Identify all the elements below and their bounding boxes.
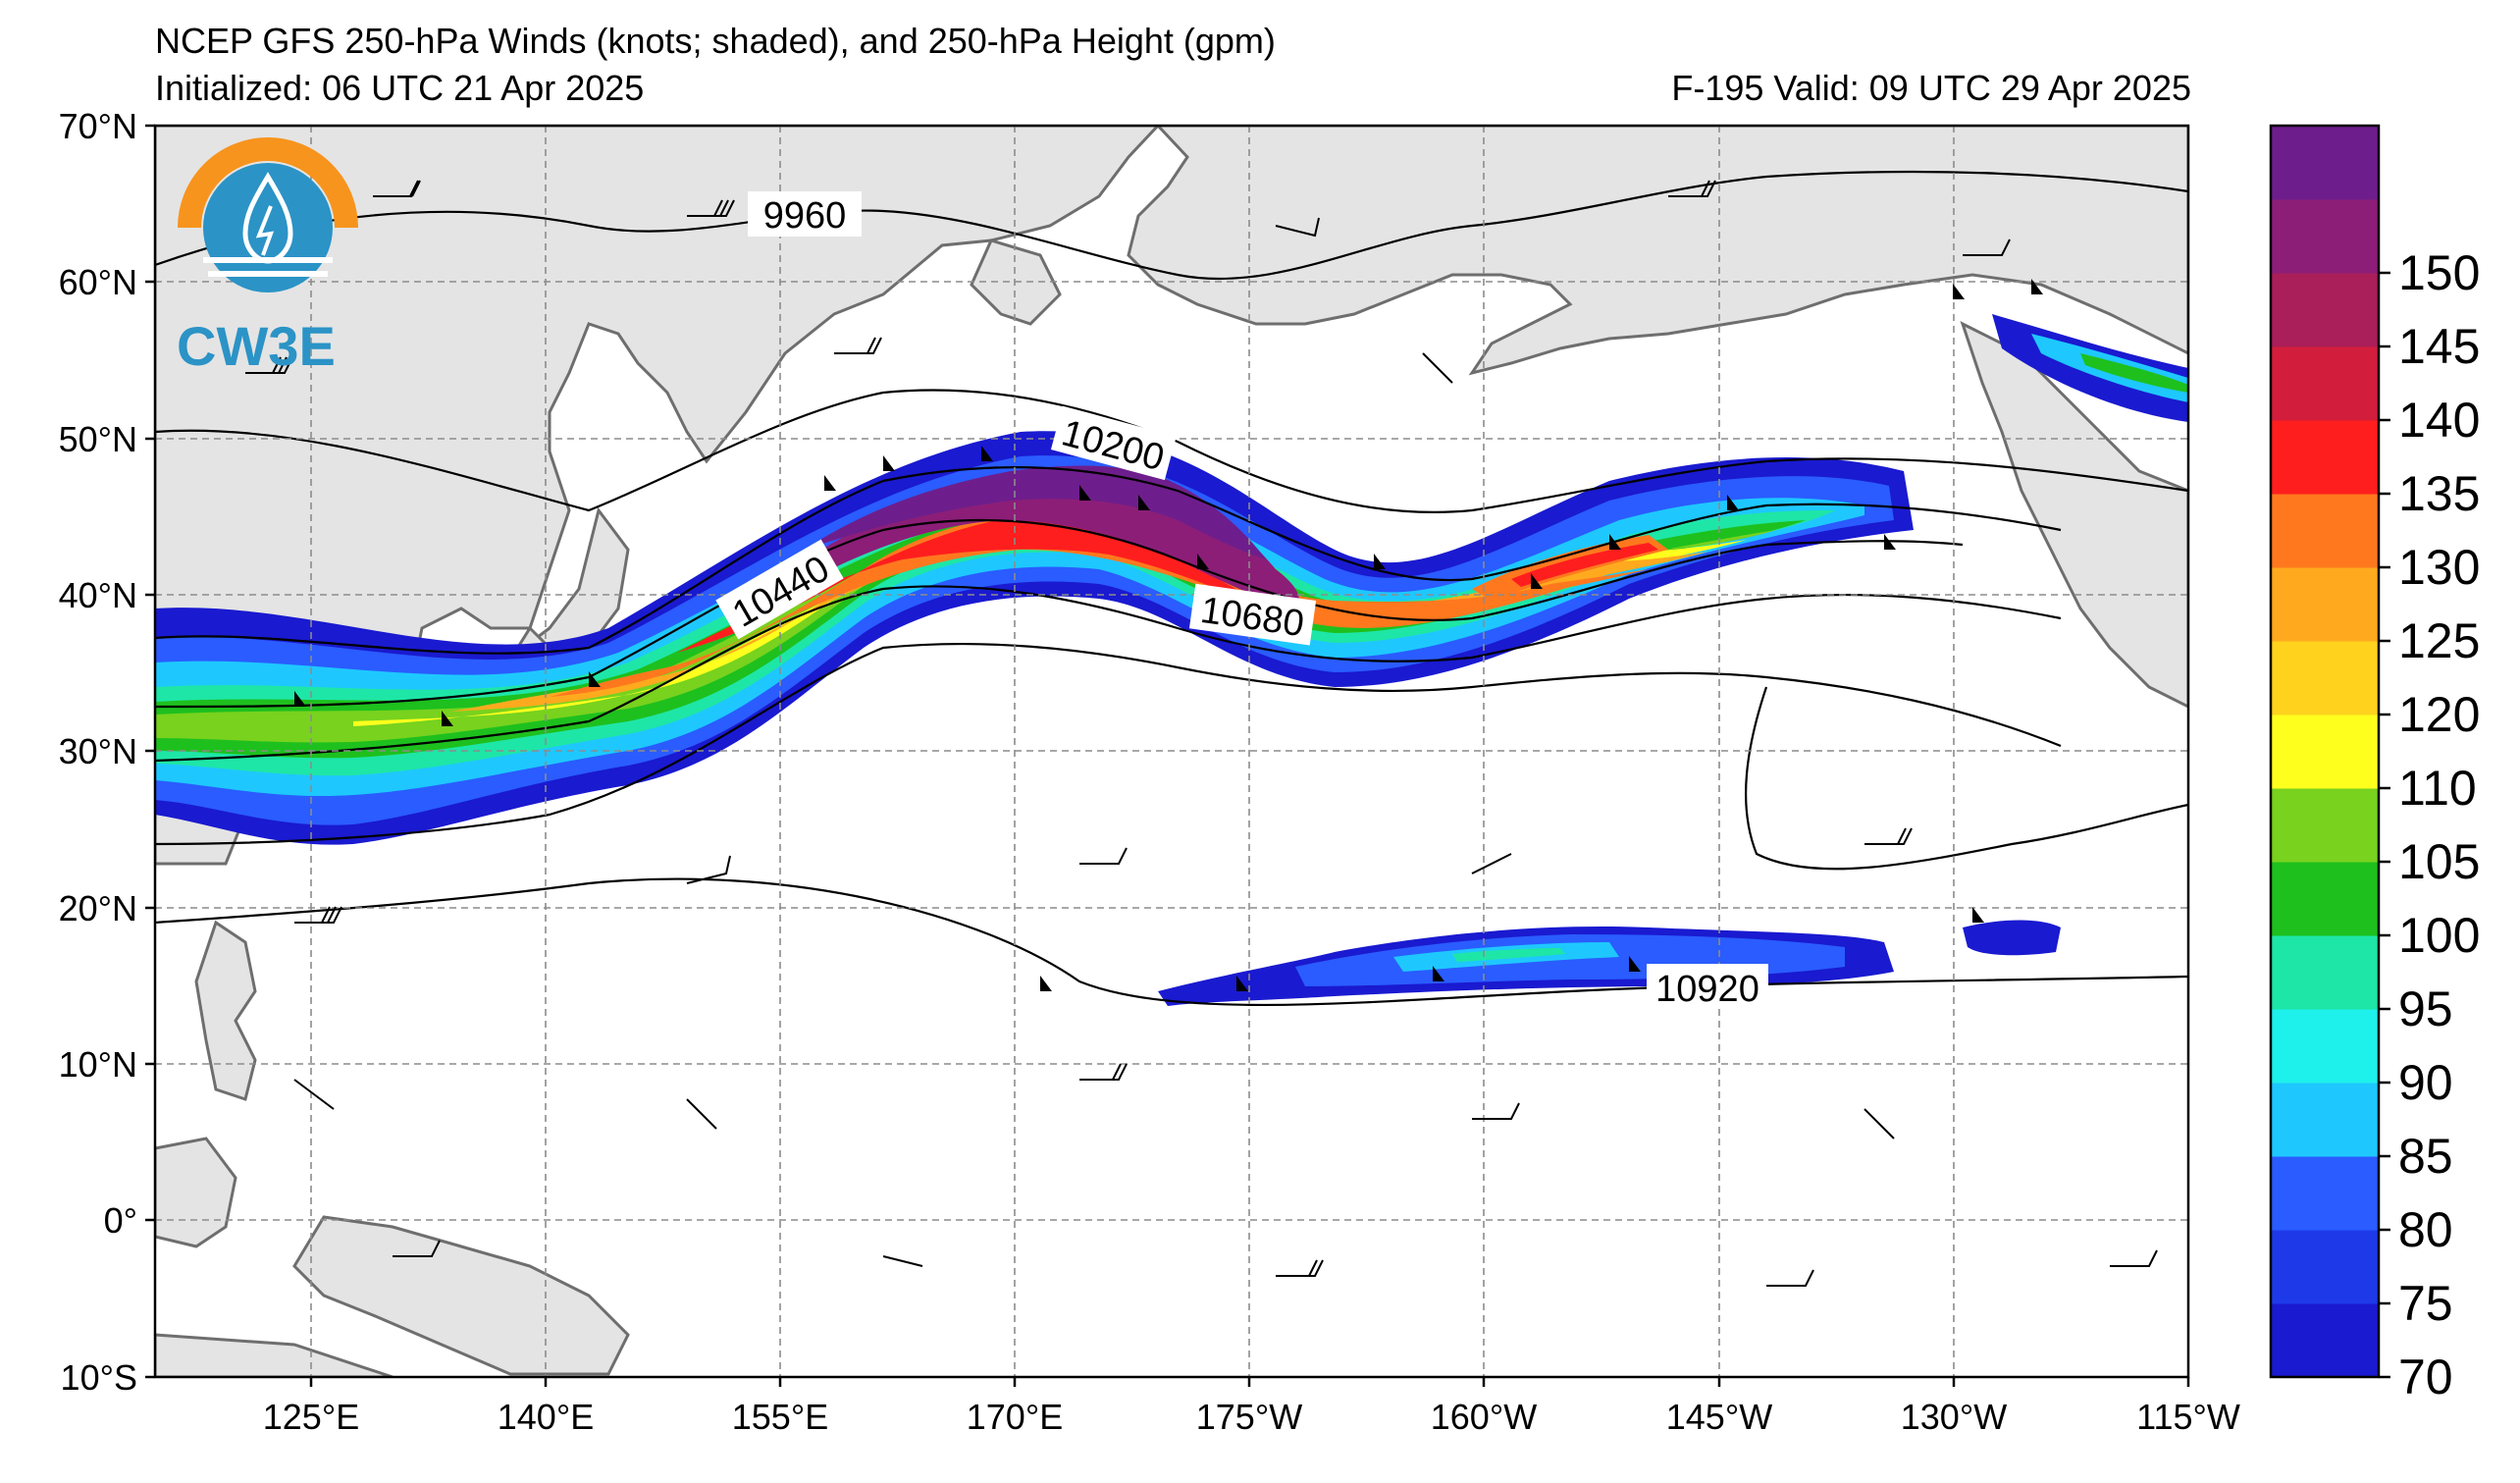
colorbar-cell	[2271, 273, 2379, 347]
lon-label: 115°W	[2136, 1397, 2240, 1437]
colorbar-cell	[2271, 420, 2379, 495]
colorbar-cell	[2271, 1230, 2379, 1304]
height-contours	[155, 170, 2188, 1007]
lon-label: 140°E	[498, 1397, 594, 1437]
colorbar-tick-label: 120	[2398, 687, 2480, 742]
colorbar-tick-label: 140	[2398, 393, 2480, 448]
lon-label: 130°W	[1901, 1397, 2007, 1437]
colorbar-tick-label: 135	[2398, 466, 2480, 521]
colorbar-cell	[2271, 494, 2379, 568]
colorbar-tick-label: 125	[2398, 613, 2480, 668]
land-new-guinea	[292, 1215, 630, 1376]
graticule	[155, 126, 2188, 1377]
wind-flags	[294, 279, 2043, 991]
colorbar-tick-label: 80	[2398, 1202, 2453, 1257]
land-alaska	[1127, 126, 2188, 376]
lat-label: 50°N	[59, 419, 137, 459]
lon-label: 145°W	[1666, 1397, 1772, 1437]
colorbar-cell	[2271, 1009, 2379, 1084]
colorbar-tick-label: 75	[2398, 1276, 2453, 1331]
lat-label: 30°N	[59, 731, 137, 771]
colorbar-tick-label: 90	[2398, 1055, 2453, 1110]
lat-label: 70°N	[59, 106, 137, 146]
colorbar-cell	[2271, 126, 2379, 200]
cw3e-logo: CW3E	[177, 137, 358, 377]
lat-labels: 70°N 60°N 50°N 40°N 30°N 20°N 10°N 0° 10…	[59, 106, 137, 1398]
logo-arc	[178, 137, 358, 229]
jet-gulf-alaska	[1992, 314, 2188, 422]
colorbar-cell	[2271, 788, 2379, 863]
colorbar-tick-label: 130	[2398, 540, 2480, 595]
logo-text: CW3E	[177, 315, 336, 377]
contour-label-9960: 9960	[763, 195, 847, 237]
colorbar-tick-label: 85	[2398, 1129, 2453, 1184]
contour-label-10920: 10920	[1655, 969, 1759, 1010]
logo-drop-icon	[242, 172, 293, 264]
lat-label: 10°N	[59, 1044, 137, 1085]
lon-label: 125°E	[263, 1397, 359, 1437]
colorbar-tick-label: 95	[2398, 981, 2453, 1036]
lon-labels: 125°E 140°E 155°E 170°E 175°W 160°W 145°…	[263, 1397, 2240, 1437]
lat-label: 40°N	[59, 575, 137, 615]
colorbar: 70 75 80 85 90 95 100 105 110 120 125 130 135 140 145 1…	[2269, 124, 2480, 1404]
lon-label: 155°E	[732, 1397, 828, 1437]
colorbar-cell	[2271, 862, 2379, 936]
lat-label: 60°N	[59, 262, 137, 302]
lon-label: 175°W	[1196, 1397, 1302, 1437]
lon-label: 170°E	[967, 1397, 1063, 1437]
wind-barbs	[245, 180, 2158, 1287]
land-australia	[155, 1333, 394, 1377]
valid-time: F-195 Valid: 09 UTC 29 Apr 2025	[1671, 68, 2191, 108]
land-canada	[1960, 321, 2188, 709]
axis-ticks	[145, 124, 2190, 1387]
colorbar-cell	[2271, 715, 2379, 789]
init-time: Initialized: 06 UTC 21 Apr 2025	[155, 68, 645, 108]
lon-label: 160°W	[1431, 1397, 1537, 1437]
jet-north-pacific	[155, 431, 1914, 845]
lat-label: 10°S	[61, 1357, 137, 1398]
colorbar-cell	[2271, 1156, 2379, 1231]
logo-bolt-icon	[255, 205, 275, 256]
colorbar-cell	[2271, 641, 2379, 715]
colorbar-cell	[2271, 346, 2379, 421]
colorbar-tick-label: 150	[2398, 245, 2480, 300]
lat-label: 0°	[104, 1200, 137, 1241]
colorbar-tick-label: 70	[2398, 1350, 2453, 1404]
colorbar-tick-label: 105	[2398, 834, 2480, 889]
colorbar-tick-label: 110	[2398, 761, 2477, 816]
colorbar-cell	[2271, 199, 2379, 274]
colorbar-cell	[2271, 567, 2379, 642]
colorbar-tick-label: 100	[2398, 908, 2480, 963]
colorbar-cell	[2271, 1083, 2379, 1157]
colorbar-cell	[2271, 935, 2379, 1010]
land-philippines	[194, 920, 257, 1101]
lat-label: 20°N	[59, 888, 137, 928]
colorbar-tick-label: 145	[2398, 319, 2480, 374]
colorbar-cell	[2271, 1303, 2379, 1378]
map-title: NCEP GFS 250-hPa Winds (knots; shaded), …	[155, 21, 1276, 61]
